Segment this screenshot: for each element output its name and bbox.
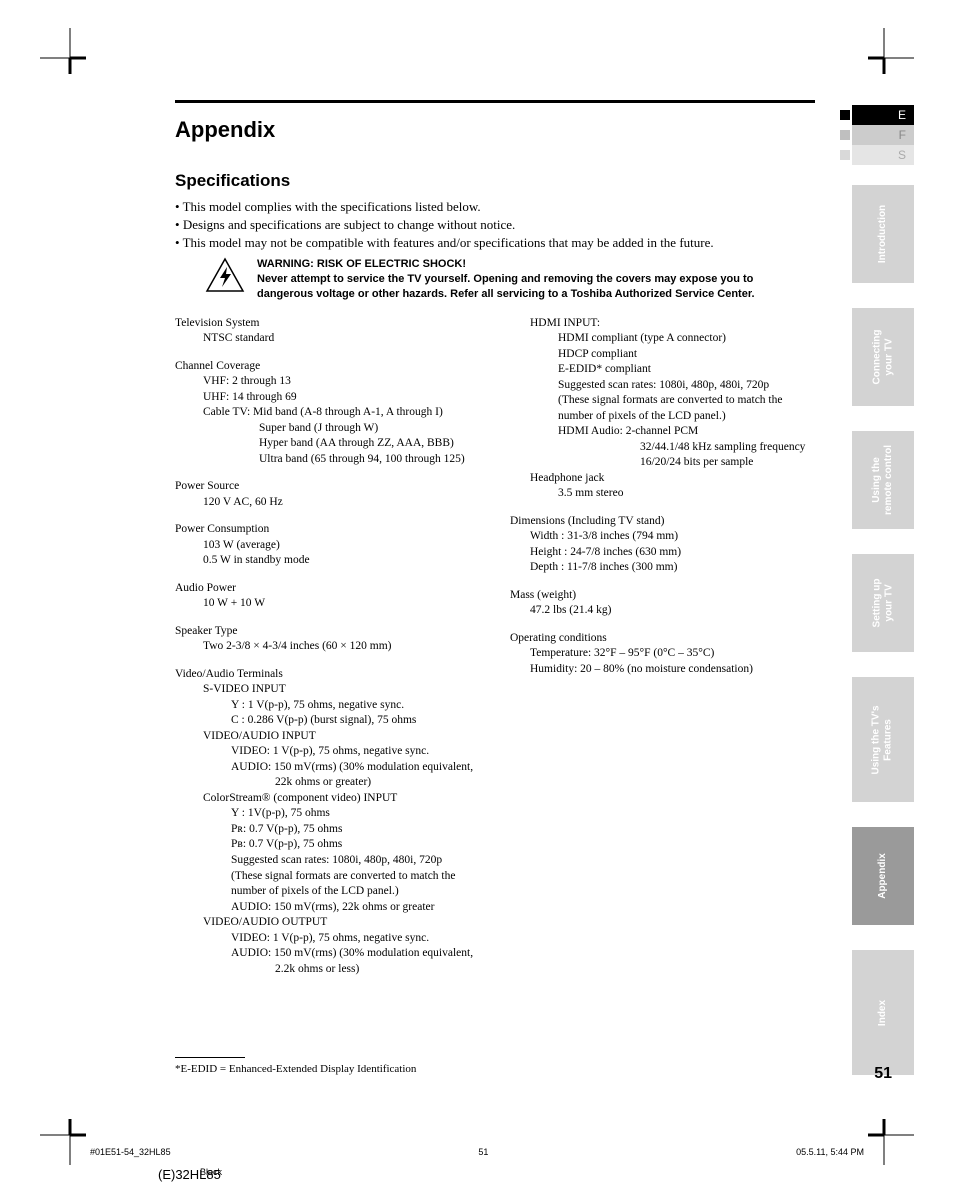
- specifications-heading: Specifications: [175, 171, 895, 191]
- bullet: Designs and specifications are subject t…: [175, 217, 895, 233]
- dimensions-heading: Dimensions (Including TV stand): [510, 514, 815, 530]
- text: NTSC standard: [175, 331, 480, 347]
- text: Suggested scan rates: 1080i, 480p, 480i,…: [175, 853, 480, 869]
- text: 16/20/24 bits per sample: [510, 455, 815, 471]
- power-consumption-heading: Power Consumption: [175, 522, 480, 538]
- text: Temperature: 32°F – 95°F (0°C – 35°C): [510, 646, 815, 662]
- text: Depth : 11-7/8 inches (300 mm): [510, 560, 815, 576]
- text: number of pixels of the LCD panel.): [175, 884, 480, 900]
- speaker-type-heading: Speaker Type: [175, 624, 480, 640]
- mass-heading: Mass (weight): [510, 588, 815, 604]
- text: AUDIO: 150 mV(rms) (30% modulation equiv…: [175, 946, 480, 962]
- bullet: This model complies with the specificati…: [175, 199, 895, 215]
- text: S-VIDEO INPUT: [175, 682, 480, 698]
- right-column: HDMI INPUT: HDMI compliant (type A conne…: [510, 316, 815, 1077]
- crop-mark: [40, 1119, 86, 1165]
- spec-bullets: This model complies with the specificati…: [175, 199, 895, 251]
- crop-mark: [868, 28, 914, 74]
- text: VIDEO: 1 V(p-p), 75 ohms, negative sync.: [175, 744, 480, 760]
- text: Y : 1 V(p-p), 75 ohms, negative sync.: [175, 698, 480, 714]
- footer-meta: #01E51-54_32HL85 51 05.5.11, 5:44 PM: [90, 1147, 864, 1157]
- page-number: 51: [874, 1065, 892, 1083]
- text: E-EDID* compliant: [510, 362, 815, 378]
- footer-color: Black: [200, 1167, 222, 1177]
- page-content: Appendix Specifications This model compl…: [175, 100, 895, 1077]
- text: 10 W + 10 W: [175, 596, 480, 612]
- page-title: Appendix: [175, 100, 815, 143]
- text: AUDIO: 150 mV(rms), 22k ohms or greater: [175, 900, 480, 916]
- text: Cable TV: Mid band (A-8 through A-1, A t…: [175, 405, 480, 421]
- text: Width : 31-3/8 inches (794 mm): [510, 529, 815, 545]
- text: Suggested scan rates: 1080i, 480p, 480i,…: [510, 378, 815, 394]
- text: number of pixels of the LCD panel.): [510, 409, 815, 425]
- text: Super band (J through W): [175, 421, 480, 437]
- crop-mark: [868, 1119, 914, 1165]
- text: 120 V AC, 60 Hz: [175, 495, 480, 511]
- text: Hyper band (AA through ZZ, AAA, BBB): [175, 436, 480, 452]
- text: 0.5 W in standby mode: [175, 553, 480, 569]
- text: UHF: 14 through 69: [175, 390, 480, 406]
- footnote: *E-EDID = Enhanced-Extended Display Iden…: [175, 1062, 480, 1077]
- text: VIDEO/AUDIO INPUT: [175, 729, 480, 745]
- text: Two 2-3/8 × 4-3/4 inches (60 × 120 mm): [175, 639, 480, 655]
- footer-page: 51: [478, 1147, 488, 1157]
- hdmi-heading: HDMI INPUT:: [510, 316, 815, 332]
- text: Pʙ: 0.7 V(p-p), 75 ohms: [175, 837, 480, 853]
- left-column: Television SystemNTSC standard Channel C…: [175, 316, 480, 1077]
- footer-doc-id: #01E51-54_32HL85: [90, 1147, 171, 1157]
- text: Y : 1V(p-p), 75 ohms: [175, 806, 480, 822]
- warning-text: WARNING: RISK OF ELECTRIC SHOCK! Never a…: [257, 257, 805, 302]
- operating-heading: Operating conditions: [510, 631, 815, 647]
- text: HDMI Audio: 2-channel PCM: [510, 424, 815, 440]
- text: AUDIO: 150 mV(rms) (30% modulation equiv…: [175, 760, 480, 776]
- warning-block: WARNING: RISK OF ELECTRIC SHOCK! Never a…: [205, 257, 805, 302]
- text: VIDEO/AUDIO OUTPUT: [175, 915, 480, 931]
- text: (These signal formats are converted to m…: [175, 869, 480, 885]
- text: 3.5 mm stereo: [510, 486, 815, 502]
- text: (These signal formats are converted to m…: [510, 393, 815, 409]
- text: HDMI compliant (type A connector): [510, 331, 815, 347]
- footnote-rule: [175, 1057, 245, 1058]
- text: Pʀ: 0.7 V(p-p), 75 ohms: [175, 822, 480, 838]
- text: 2.2k ohms or less): [175, 962, 480, 978]
- crop-mark: [40, 28, 86, 74]
- text: 47.2 lbs (21.4 kg): [510, 603, 815, 619]
- channel-coverage-heading: Channel Coverage: [175, 359, 480, 375]
- text: Ultra band (65 through 94, 100 through 1…: [175, 452, 480, 468]
- text: Height : 24-7/8 inches (630 mm): [510, 545, 815, 561]
- text: 22k ohms or greater): [175, 775, 480, 791]
- text: HDCP compliant: [510, 347, 815, 363]
- text: VIDEO: 1 V(p-p), 75 ohms, negative sync.: [175, 931, 480, 947]
- text: C : 0.286 V(p-p) (burst signal), 75 ohms: [175, 713, 480, 729]
- text: Headphone jack: [510, 471, 815, 487]
- text: ColorStream® (component video) INPUT: [175, 791, 480, 807]
- tv-system-heading: Television System: [175, 316, 480, 332]
- footer-timestamp: 05.5.11, 5:44 PM: [796, 1147, 864, 1157]
- bullet: This model may not be compatible with fe…: [175, 235, 895, 251]
- text: 32/44.1/48 kHz sampling frequency: [510, 440, 815, 456]
- text: 103 W (average): [175, 538, 480, 554]
- power-source-heading: Power Source: [175, 479, 480, 495]
- text: Humidity: 20 – 80% (no moisture condensa…: [510, 662, 815, 678]
- shock-warning-icon: [205, 257, 245, 293]
- text: VHF: 2 through 13: [175, 374, 480, 390]
- terminals-heading: Video/Audio Terminals: [175, 667, 480, 683]
- audio-power-heading: Audio Power: [175, 581, 480, 597]
